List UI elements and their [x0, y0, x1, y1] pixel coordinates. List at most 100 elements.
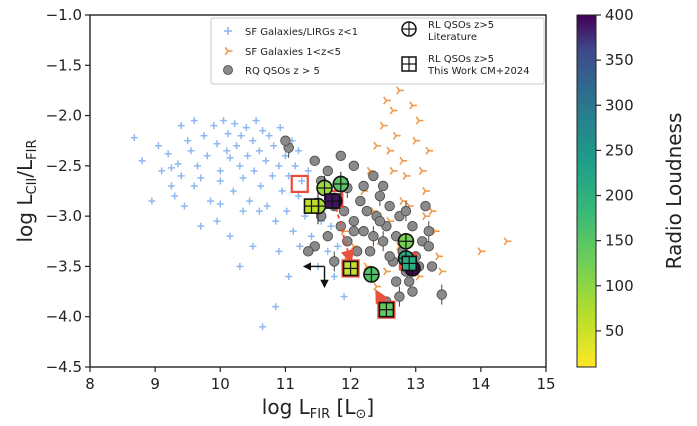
sf-high-z-point	[426, 147, 433, 154]
rq-qso-point	[352, 247, 362, 257]
sf-low-z-point	[217, 167, 224, 174]
sf-low-z-point	[155, 142, 162, 149]
rq-qso-point	[395, 292, 405, 302]
rq-qso-point	[369, 171, 379, 181]
sf-high-z-point	[423, 213, 430, 220]
sf-low-z-point	[283, 208, 290, 215]
y-tick-labels: −1.0−1.5−2.0−2.5−3.0−3.5−4.0−4.5	[46, 6, 90, 376]
tri-arm	[423, 191, 426, 195]
tri-arm	[413, 137, 416, 141]
legend-label-rl-this-1: RL QSOs z>5	[428, 54, 494, 65]
sf-high-z-point	[413, 137, 420, 144]
tri-arm	[504, 238, 507, 242]
tri-arm	[400, 197, 403, 201]
sf-high-z-point	[387, 147, 394, 154]
tri-arm	[397, 90, 400, 94]
tri-arm	[380, 126, 383, 130]
rq-qso-point	[375, 216, 385, 226]
rq-qso-point	[437, 290, 447, 300]
rq-qso-point	[385, 252, 395, 262]
sf-low-z-point	[266, 132, 273, 139]
tri-arm	[416, 121, 419, 125]
tri-arm	[426, 151, 429, 155]
x-tick-label: 8	[85, 375, 95, 393]
sf-low-z-point	[262, 157, 269, 164]
sf-low-z-point	[256, 208, 263, 215]
sf-low-z-point	[264, 203, 271, 210]
sf-low-z-point	[178, 122, 185, 129]
tri-arm	[393, 136, 396, 140]
sf-low-z-point	[305, 167, 312, 174]
tri-arm	[361, 191, 364, 195]
sf-low-z-point	[197, 174, 204, 181]
sf-low-z-point	[158, 167, 165, 174]
rq-qso-point	[408, 287, 418, 297]
y-axis-label: log LCII/LFIR	[13, 140, 40, 243]
tri-arm	[410, 106, 413, 110]
sf-low-z-point	[290, 228, 297, 235]
tri-arm	[367, 167, 370, 171]
sf-low-z-point	[236, 162, 243, 169]
colorbar-tick-label: 250	[605, 141, 634, 159]
sf-low-z-point	[270, 142, 277, 149]
tri-arm	[420, 167, 423, 171]
rq-qso-point	[401, 206, 411, 216]
sf-low-z-point	[251, 167, 258, 174]
legend-label-sf-low-z: SF Galaxies/LIRGs z<1	[245, 27, 358, 38]
tri-arm	[439, 271, 442, 275]
rq-qso-point	[349, 216, 359, 226]
tri-arm	[400, 157, 403, 161]
rq-qso-point	[375, 191, 385, 201]
sf-low-z-point	[168, 164, 175, 171]
sf-low-z-point	[214, 218, 221, 225]
y-tick-label: −4.0	[46, 308, 82, 326]
sf-high-z-point	[504, 238, 511, 245]
sf-low-z-point	[259, 127, 266, 134]
sf-low-z-point	[165, 150, 172, 157]
tri-arm	[374, 146, 377, 150]
tri-arm	[504, 241, 507, 245]
sf-high-z-point	[478, 248, 485, 255]
tri-arm	[384, 271, 387, 275]
tri-arm	[429, 211, 432, 215]
sf-low-z-point	[295, 193, 302, 200]
tri-arm	[374, 142, 377, 146]
colorbar-tick-label: 50	[605, 322, 624, 340]
sf-low-z-point	[269, 172, 276, 179]
sf-low-z-point	[131, 134, 138, 141]
sf-high-z-point	[384, 97, 391, 104]
sf-low-z-point	[197, 223, 204, 230]
y-tick-label: −3.0	[46, 207, 82, 225]
sf-low-z-point	[275, 248, 282, 255]
y-tick-label: −4.5	[46, 358, 82, 376]
tri-arm	[478, 251, 481, 255]
colorbar-tick-label: 300	[605, 96, 634, 114]
tri-arm	[397, 87, 400, 91]
colorbar-gradient	[577, 15, 596, 367]
sf-low-z-point	[246, 198, 253, 205]
sf-low-z-point	[296, 243, 303, 250]
sf-low-z-point	[184, 137, 191, 144]
rq-qso-point	[378, 236, 388, 246]
sf-low-z-point	[249, 243, 256, 250]
sf-low-z-point	[227, 233, 234, 240]
x-tick-label: 13	[406, 375, 425, 393]
tri-arm	[390, 171, 393, 175]
sf-low-z-point	[217, 201, 224, 208]
sf-high-z-point	[420, 167, 427, 174]
rq-qso-point	[369, 231, 379, 241]
sf-low-z-point	[275, 162, 282, 169]
sf-high-z-point	[410, 102, 417, 109]
tri-arm	[423, 213, 426, 217]
tri-arm	[390, 111, 393, 115]
sf-high-z-point	[393, 132, 400, 139]
sf-low-z-point	[334, 243, 341, 250]
rq-qso-point	[356, 196, 366, 206]
sf-low-z-point	[259, 323, 266, 330]
sf-high-z-point	[374, 283, 381, 290]
tri-arm	[387, 151, 390, 155]
legend-label-rl-lit-1: RL QSOs z>5	[428, 20, 494, 31]
sf-low-z-point	[204, 152, 211, 159]
sf-low-z-point	[171, 193, 178, 200]
rq-qso-point	[362, 206, 372, 216]
